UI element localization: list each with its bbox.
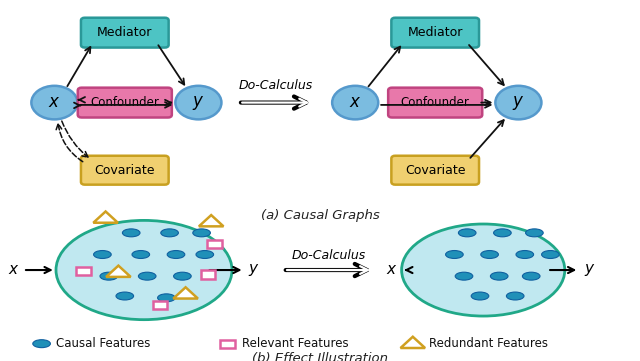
Ellipse shape <box>157 294 175 302</box>
Circle shape <box>175 86 221 119</box>
Circle shape <box>31 86 77 119</box>
Ellipse shape <box>122 229 140 237</box>
Ellipse shape <box>455 272 473 280</box>
Ellipse shape <box>541 251 559 258</box>
Polygon shape <box>93 212 118 223</box>
FancyBboxPatch shape <box>392 18 479 48</box>
FancyBboxPatch shape <box>81 18 169 48</box>
FancyBboxPatch shape <box>78 88 172 117</box>
Polygon shape <box>173 287 198 299</box>
Ellipse shape <box>522 272 540 280</box>
Text: $x$: $x$ <box>349 94 362 111</box>
Ellipse shape <box>56 220 232 320</box>
Ellipse shape <box>506 292 524 300</box>
FancyBboxPatch shape <box>81 156 169 185</box>
Ellipse shape <box>516 251 534 258</box>
Circle shape <box>332 86 378 119</box>
Text: $y$: $y$ <box>248 262 259 278</box>
Ellipse shape <box>33 340 51 348</box>
Text: Redundant Features: Redundant Features <box>429 337 548 350</box>
Ellipse shape <box>173 272 191 280</box>
Text: Relevant Features: Relevant Features <box>242 337 349 350</box>
FancyBboxPatch shape <box>152 301 168 309</box>
FancyBboxPatch shape <box>207 240 222 248</box>
Ellipse shape <box>132 251 150 258</box>
Text: $x$: $x$ <box>48 94 61 111</box>
Ellipse shape <box>167 251 185 258</box>
Ellipse shape <box>196 251 214 258</box>
Ellipse shape <box>161 229 179 237</box>
Text: $x$: $x$ <box>386 263 397 277</box>
FancyBboxPatch shape <box>388 88 483 117</box>
Text: Confounder: Confounder <box>401 96 470 109</box>
Ellipse shape <box>471 292 489 300</box>
Text: Confounder: Confounder <box>90 96 159 109</box>
Text: Do-Calculus: Do-Calculus <box>291 249 366 262</box>
Polygon shape <box>401 337 425 348</box>
Text: $y$: $y$ <box>512 93 525 112</box>
FancyBboxPatch shape <box>76 266 91 275</box>
Ellipse shape <box>490 272 508 280</box>
FancyBboxPatch shape <box>392 156 479 185</box>
FancyBboxPatch shape <box>201 270 215 279</box>
Text: Causal Features: Causal Features <box>56 337 150 350</box>
Circle shape <box>495 86 541 119</box>
Text: (b) Effect Illustration: (b) Effect Illustration <box>252 352 388 361</box>
FancyBboxPatch shape <box>220 339 234 348</box>
Text: Do-Calculus: Do-Calculus <box>239 79 313 92</box>
Text: Covariate: Covariate <box>95 164 155 177</box>
Text: $y$: $y$ <box>192 93 205 112</box>
Ellipse shape <box>445 251 463 258</box>
Text: $y$: $y$ <box>584 262 596 278</box>
Polygon shape <box>199 215 223 226</box>
Text: Mediator: Mediator <box>97 26 152 39</box>
Ellipse shape <box>138 272 156 280</box>
Polygon shape <box>106 266 131 277</box>
Ellipse shape <box>402 224 564 316</box>
Text: $x$: $x$ <box>8 263 20 277</box>
Text: Mediator: Mediator <box>408 26 463 39</box>
Ellipse shape <box>116 292 134 300</box>
Ellipse shape <box>93 251 111 258</box>
Ellipse shape <box>193 229 211 237</box>
Ellipse shape <box>493 229 511 237</box>
Text: Covariate: Covariate <box>405 164 465 177</box>
Ellipse shape <box>100 272 118 280</box>
Ellipse shape <box>525 229 543 237</box>
Ellipse shape <box>481 251 499 258</box>
Ellipse shape <box>458 229 476 237</box>
Text: (a) Causal Graphs: (a) Causal Graphs <box>260 209 380 222</box>
